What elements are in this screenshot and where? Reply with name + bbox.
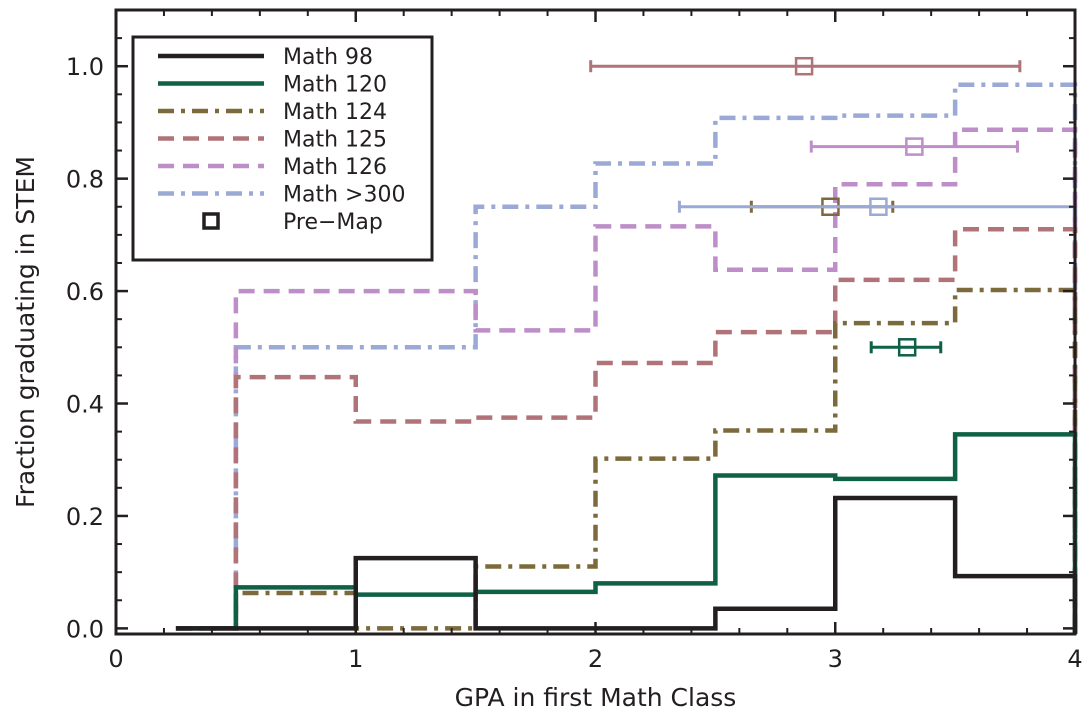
y-tick-label: 0.6 — [66, 278, 104, 306]
x-tick-label: 4 — [1067, 645, 1082, 673]
x-tick-label: 3 — [828, 645, 843, 673]
legend-label: Math 125 — [283, 128, 387, 153]
y-tick-label: 0.8 — [66, 166, 104, 194]
premap-errorbar-group — [589, 56, 1077, 357]
legend-label: Math 98 — [283, 45, 373, 70]
y-tick-label: 1.0 — [66, 53, 104, 81]
y-tick-label: 0.0 — [66, 615, 104, 643]
legend-label: Pre−Map — [283, 210, 383, 235]
x-axis-title: GPA in first Math Class — [455, 683, 737, 712]
x-tick-label: 2 — [588, 645, 603, 673]
legend-box — [131, 35, 434, 262]
y-tick-label: 0.4 — [66, 391, 104, 419]
premap-marker — [869, 197, 888, 217]
series-line-math-125 — [175, 226, 1078, 634]
x-tick-label: 0 — [108, 645, 123, 673]
series-line-math-124 — [175, 287, 1078, 634]
step-series-group — [175, 82, 1078, 634]
series-line-math-120 — [175, 432, 1078, 634]
premap-marker — [905, 137, 924, 156]
legend-label: Math 124 — [283, 100, 387, 125]
premap-marker — [897, 338, 917, 357]
series-line-math-98 — [175, 495, 1078, 634]
y-tick-label: 0.2 — [66, 503, 104, 531]
series-line-math-126 — [175, 127, 1078, 634]
legend-label: Math 120 — [283, 73, 387, 98]
premap-marker — [794, 56, 814, 76]
legend-label: Math 126 — [283, 155, 387, 180]
axis-ticks-group: 0 1 2 3 4 0.0 0.2 0.4 0.6 0.8 1.0 — [66, 10, 1083, 673]
y-axis-title: Fraction graduating in STEM — [11, 156, 40, 508]
legend-label: Math >300 — [283, 183, 405, 208]
x-tick-label: 1 — [348, 645, 363, 673]
series-line-math-300 — [175, 82, 1078, 634]
legend-marker-premap — [202, 212, 220, 230]
